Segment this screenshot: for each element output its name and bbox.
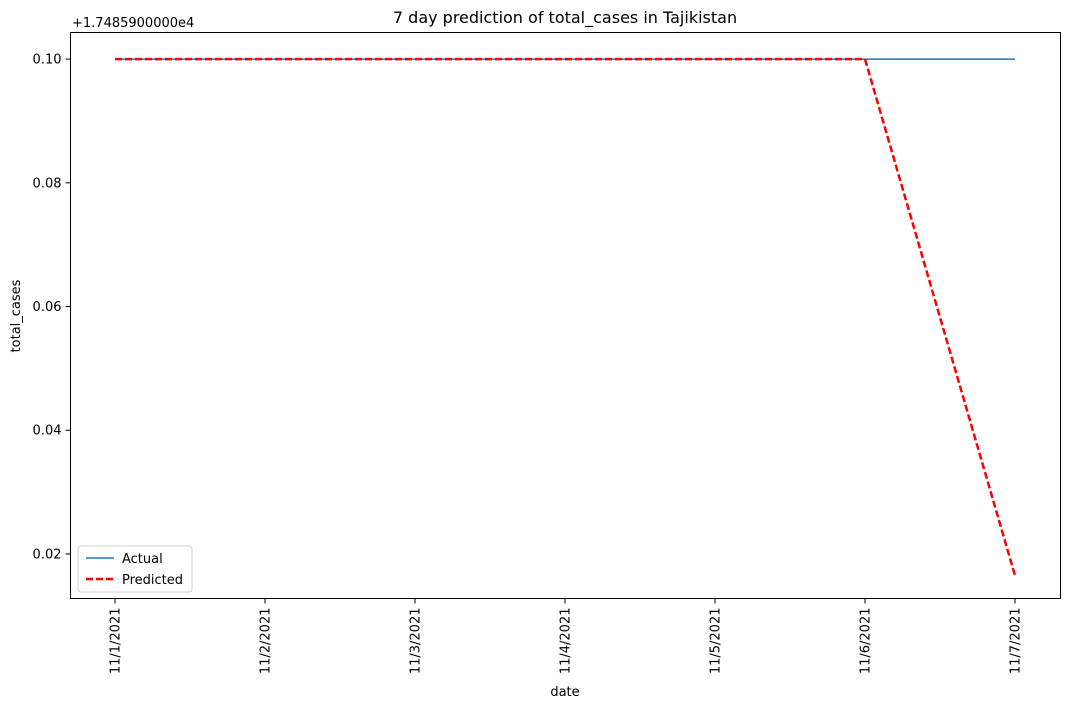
y-tick-label: 0.04 [33, 424, 62, 439]
plot-frame [70, 32, 1061, 599]
y-axis-title: total_cases [9, 279, 24, 352]
y-tick-label: 0.02 [33, 547, 62, 562]
x-tick-label: 11/1/2021 [109, 608, 124, 675]
y-tick-label: 0.10 [33, 53, 62, 68]
x-tick-label: 11/7/2021 [1009, 608, 1024, 675]
x-tick-label: 11/6/2021 [859, 608, 874, 675]
x-axis-title: date [550, 685, 579, 700]
legend: Actual Predicted [77, 545, 193, 593]
x-tick-label: 11/3/2021 [409, 608, 424, 675]
x-tick-label: 11/2/2021 [259, 608, 274, 675]
series-line-predicted [115, 57, 1017, 576]
x-tick-label: 11/5/2021 [709, 608, 724, 675]
y-tick-label: 0.06 [33, 300, 62, 315]
y-offset-text: +1.7485900000e4 [72, 16, 194, 31]
chart-title: 7 day prediction of total_cases in Tajik… [393, 8, 737, 28]
legend-label-predicted: Predicted [122, 573, 183, 588]
y-tick-label: 0.08 [33, 176, 62, 191]
x-tick-label: 11/4/2021 [559, 608, 574, 675]
legend-label-actual: Actual [122, 552, 163, 567]
